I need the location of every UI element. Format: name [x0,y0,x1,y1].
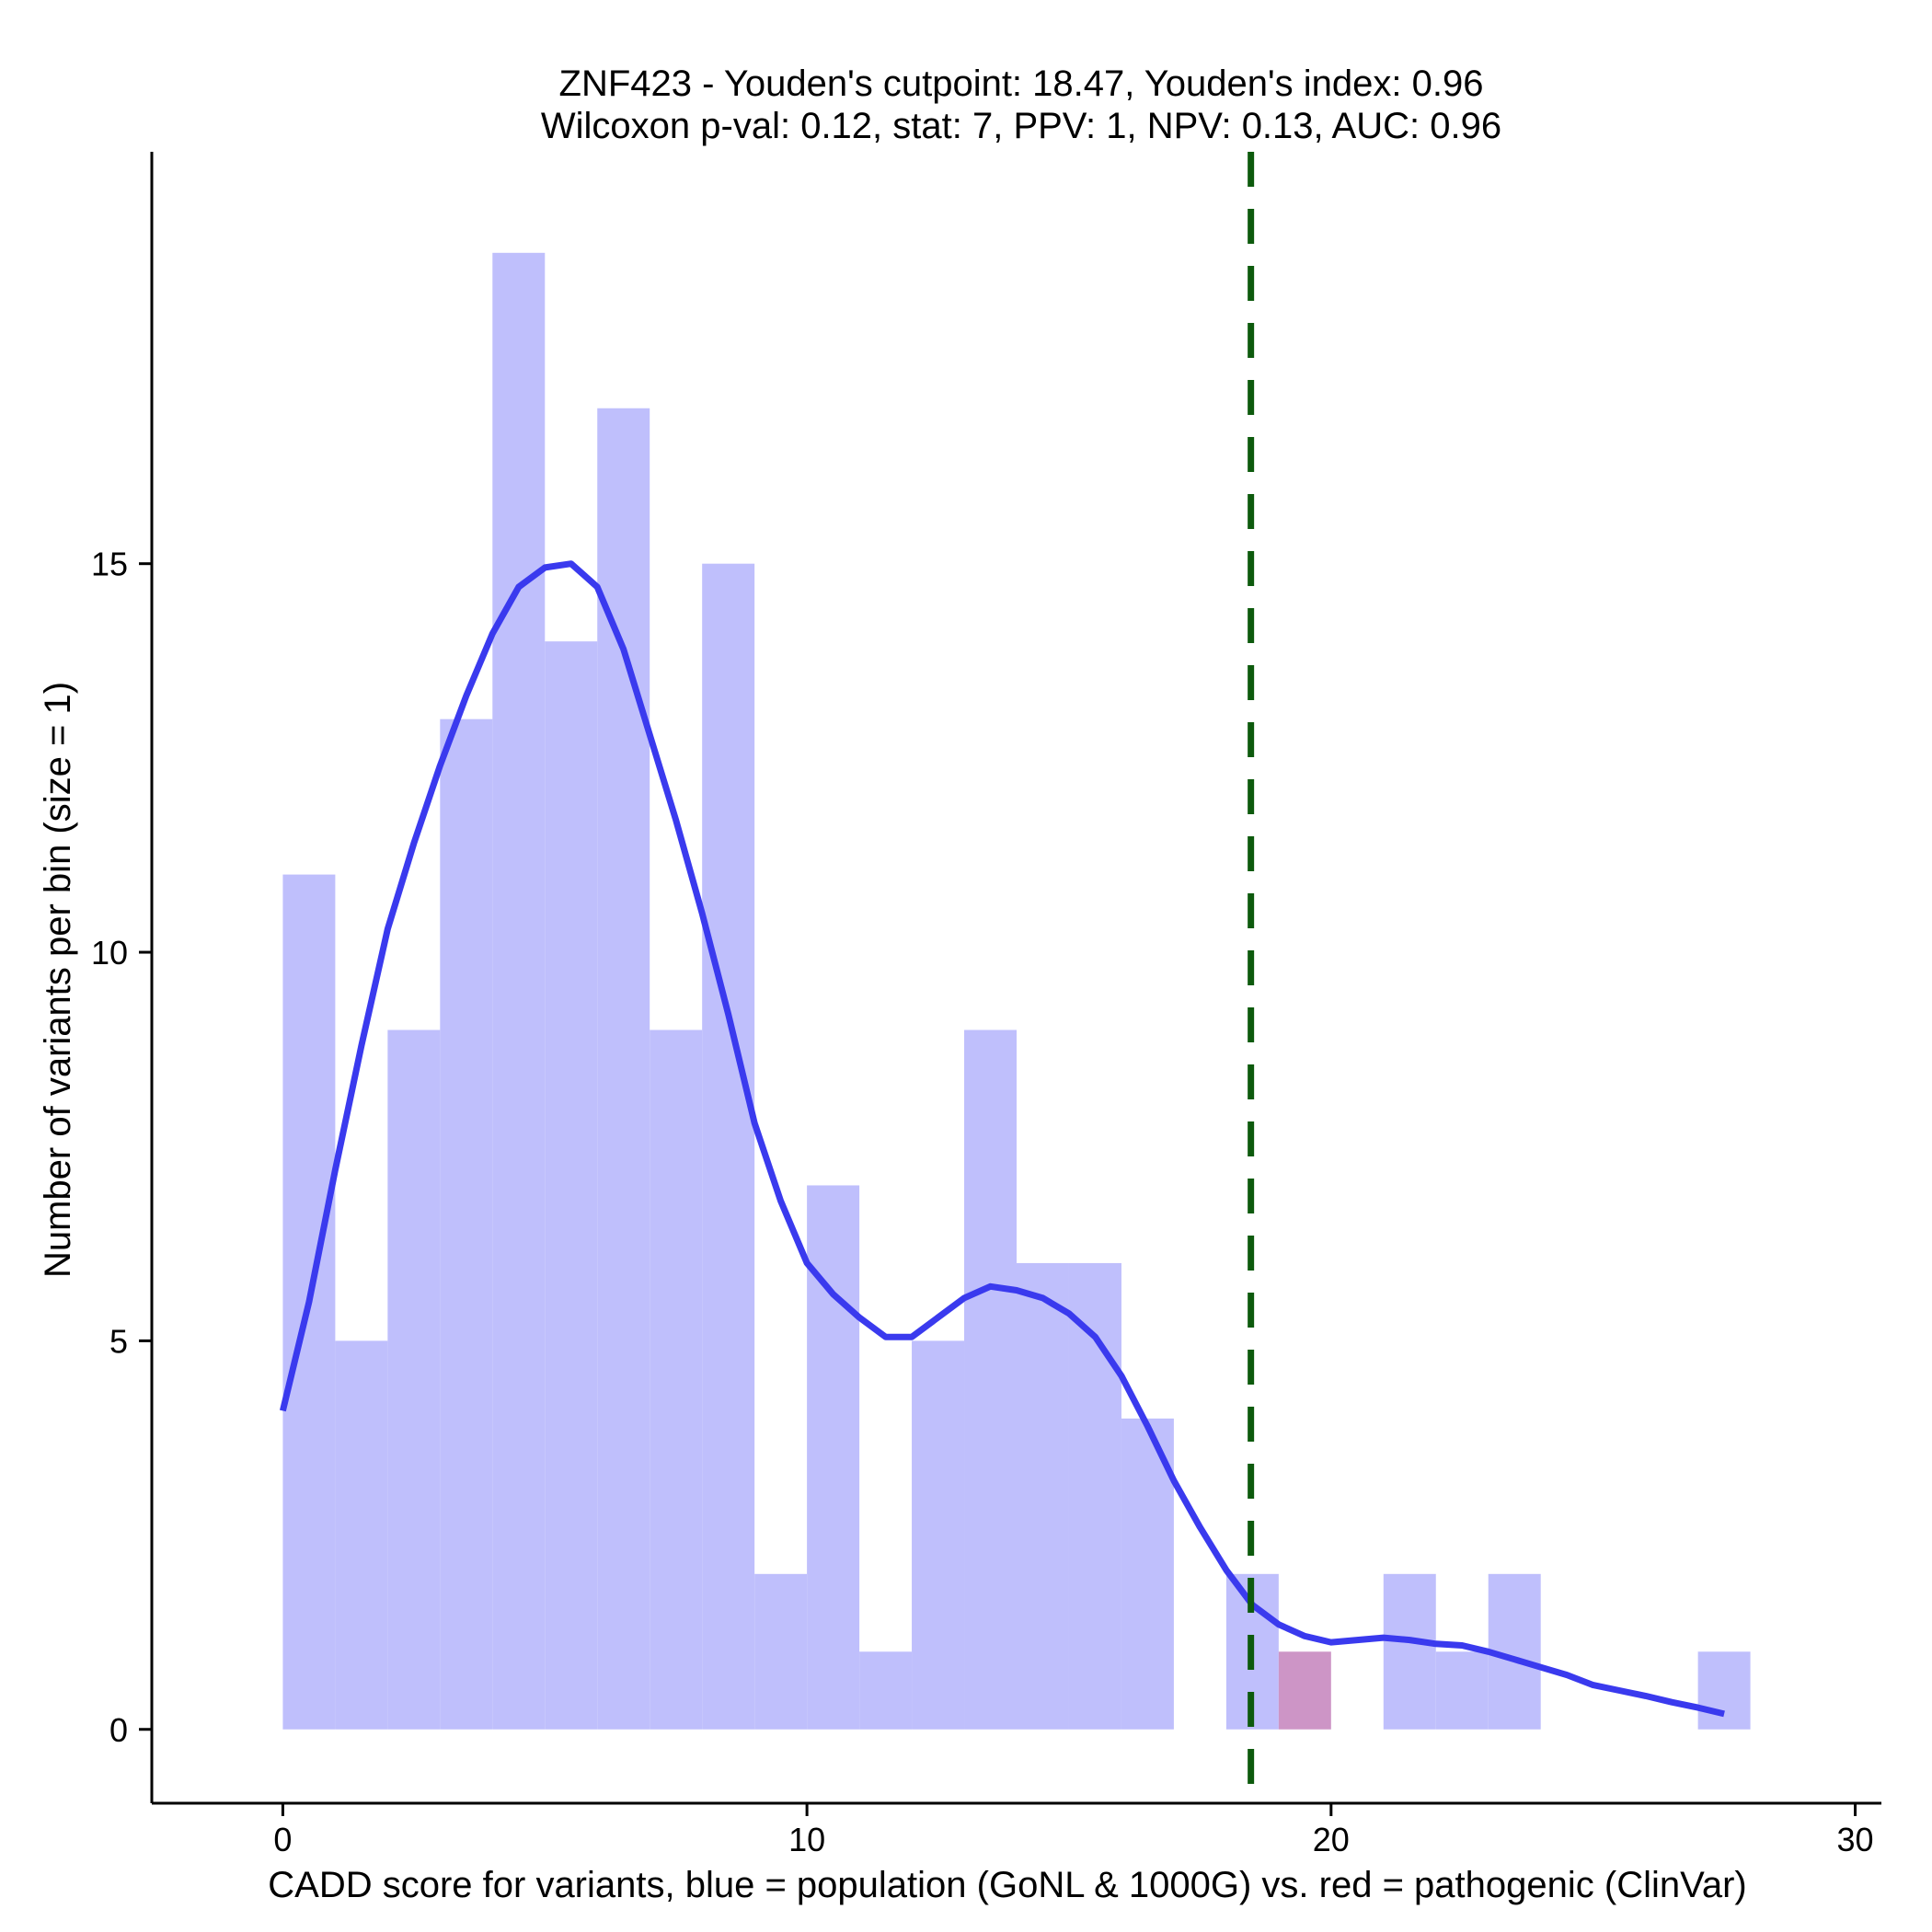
population-bar [597,408,650,1730]
x-axis-ticks: 0 10 20 30 [273,1803,1874,1858]
population-bar [964,1029,1017,1730]
population-bar [545,641,598,1730]
population-bar [1435,1651,1489,1730]
x-tick-label: 30 [1836,1821,1873,1858]
population-bar [1697,1651,1751,1730]
chart-title-line-2: Wilcoxon p-val: 0.12, stat: 7, PPV: 1, N… [541,106,1501,146]
x-tick-label: 20 [1313,1821,1350,1858]
population-bar [1017,1262,1069,1730]
pathogenic-bar [1278,1651,1331,1730]
y-tick-label: 10 [91,934,128,972]
y-axis-label: Number of variants per bin (size = 1) [38,682,78,1278]
population-bar [912,1340,965,1730]
population-bar [387,1029,441,1730]
population-bar [754,1573,808,1730]
y-tick-label: 0 [109,1711,128,1749]
population-bar [492,252,546,1730]
x-axis-label: CADD score for variants, blue = populati… [268,1865,1746,1905]
population-bar [859,1651,913,1730]
x-tick-label: 10 [788,1821,825,1858]
y-tick-label: 15 [91,546,128,583]
population-bar [1121,1418,1174,1730]
population-bar [807,1185,860,1730]
y-tick-label: 5 [109,1322,128,1360]
population-bar [1383,1573,1436,1730]
histogram-bars [282,252,1751,1730]
density-curve-layer [279,560,1725,1718]
chart-title-line-1: ZNF423 - Youden's cutpoint: 18.47, Youde… [559,63,1484,104]
population-bar [440,719,493,1730]
density-curve [279,560,1725,1718]
x-tick-label: 0 [273,1821,292,1858]
population-bar [335,1340,388,1730]
y-axis-ticks: 0 5 10 15 [91,546,152,1749]
population-bar [650,1029,703,1730]
population-bar [702,563,755,1730]
